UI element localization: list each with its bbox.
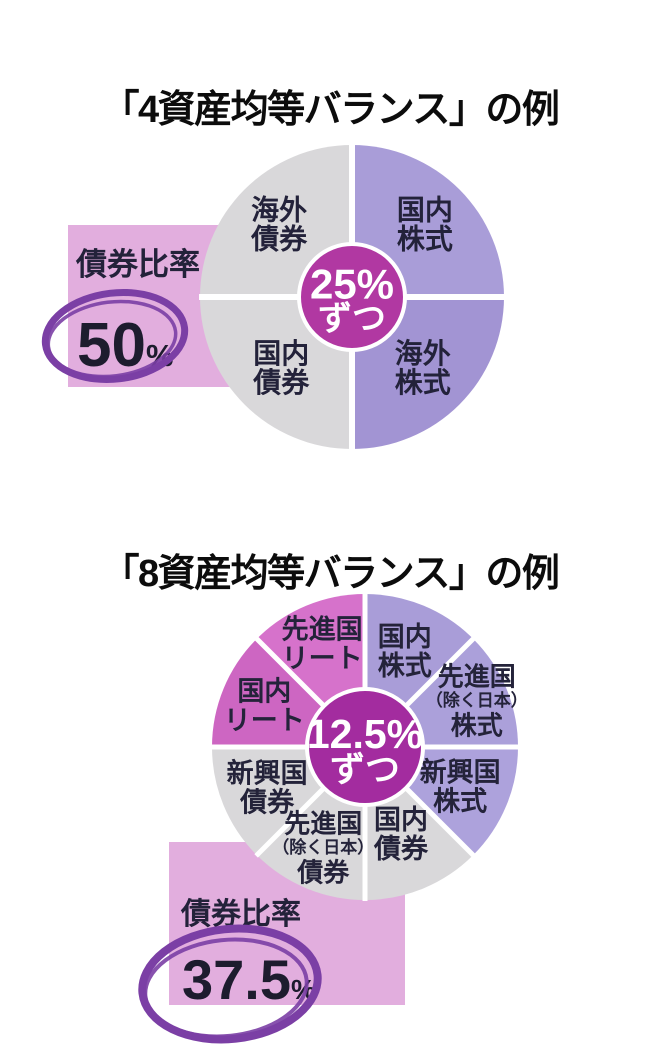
bond-ratio-value: 37.5%	[182, 952, 316, 1008]
segment-label: 国内	[374, 805, 428, 835]
segment-label: 新興国	[227, 758, 308, 789]
segment-label: （除く日本）	[426, 690, 528, 710]
segment-label: 新興国	[420, 756, 501, 787]
segment-label: 海外	[251, 195, 307, 226]
segment-label: 海外	[395, 338, 451, 369]
segment-label: 債券	[239, 787, 295, 818]
segment-label: 国内	[378, 622, 432, 652]
bond-ratio-value: 50%	[77, 315, 174, 377]
segment-label: 先進国	[438, 662, 516, 692]
center-circle	[297, 242, 407, 352]
bond-ratio-label: 債券比率	[76, 247, 200, 282]
segment-label: 債券	[296, 858, 350, 888]
center-label: ずつ	[330, 751, 400, 790]
bond-ratio-number: 37.5	[182, 948, 291, 1011]
segment-label: 国内	[397, 195, 453, 226]
segment-label: リート	[224, 705, 305, 735]
segment-label: （除く日本）	[272, 837, 374, 857]
center-label: ずつ	[318, 300, 386, 338]
chart-title-8asset: 「8資産均等バランス」の例	[101, 552, 560, 595]
bond-ratio-label: 債券比率	[181, 898, 301, 931]
segment-label: 債券	[252, 367, 310, 398]
percent-sign: %	[291, 974, 316, 1005]
center-label: 12.5%	[307, 711, 423, 757]
segment-label: 国内	[253, 338, 309, 369]
segment-label: 先進国	[284, 809, 362, 839]
chart-title-4asset: 「4資産均等バランス」の例	[101, 88, 560, 131]
segment-label: 株式	[451, 711, 503, 741]
segment-label: 先進国	[282, 615, 363, 645]
segment-label: 株式	[433, 786, 487, 816]
segment-label: 国内	[237, 676, 291, 706]
segment-label: 株式	[395, 367, 451, 398]
segment-label: 株式	[378, 651, 432, 681]
segment-label: 債券	[373, 833, 429, 864]
center-label: 25%	[310, 261, 394, 308]
percent-sign: %	[145, 338, 174, 373]
segment-label: 株式	[397, 224, 453, 255]
center-circle	[305, 687, 425, 807]
bond-ratio-number: 50	[77, 311, 146, 380]
segment-label: 債券	[250, 224, 308, 255]
segment-label: リート	[282, 644, 363, 674]
